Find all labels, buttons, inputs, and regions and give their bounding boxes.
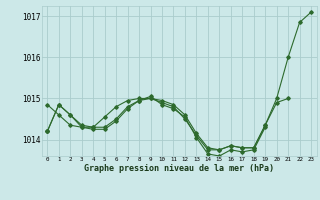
X-axis label: Graphe pression niveau de la mer (hPa): Graphe pression niveau de la mer (hPa) xyxy=(84,164,274,173)
